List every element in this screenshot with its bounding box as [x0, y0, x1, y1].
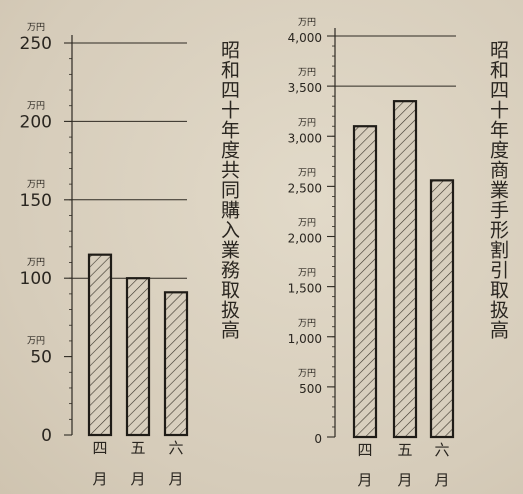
- chart1-category-label: 四: [92, 439, 107, 457]
- chart2-bar-1: [352, 125, 378, 439]
- chart2-ytick-label: 4,000: [288, 31, 322, 45]
- chart2-unit-label: 万円: [298, 67, 316, 78]
- chart2-bar-3: [429, 179, 455, 439]
- chart1-bar-1: [87, 253, 113, 437]
- chart2-unit-label: 万円: [298, 318, 316, 329]
- chart1-ytick-label: 100: [20, 269, 52, 289]
- chart2-category-label: 五: [397, 441, 412, 459]
- chart2-ytick-label: 3,000: [288, 131, 322, 145]
- chart2-unit-label: 万円: [298, 368, 316, 379]
- chart2-unit-label: 万円: [298, 268, 316, 279]
- chart2-ytick-label: 2,000: [288, 232, 322, 246]
- chart2-bar-2: [392, 100, 418, 439]
- chart1-ytick-label: 150: [20, 191, 52, 211]
- chart1-ytick-label: 200: [20, 112, 52, 132]
- chart1-unit-label: 万円: [27, 22, 45, 33]
- chart2-title: 昭和四十年度商業手形割引取扱高: [487, 40, 509, 340]
- chart2-ytick-label: 3,500: [288, 81, 322, 95]
- chart2-ytick-label: 0: [314, 432, 322, 446]
- chart2-category-label: 六: [434, 441, 449, 459]
- chart1-category-label: 月: [168, 470, 183, 488]
- chart1-ytick-label: 50: [30, 348, 52, 368]
- chart1-category-label: 月: [92, 470, 107, 488]
- chart1-unit-label: 万円: [27, 179, 45, 190]
- chart1-category-label: 六: [168, 439, 183, 457]
- chart2-unit-label: 万円: [298, 17, 316, 28]
- chart2-unit-label: 万円: [298, 167, 316, 178]
- chart2-category-label: 月: [397, 471, 412, 489]
- chart1-ytick-label: 0: [41, 426, 52, 446]
- chart1-category-label: 月: [130, 470, 145, 488]
- chart2-unit-label: 万円: [298, 218, 316, 229]
- chart1-unit-label: 万円: [27, 336, 45, 347]
- chart1-bar-3: [163, 291, 189, 437]
- chart1-ytick-label: 250: [20, 34, 52, 54]
- chart1-unit-label: 万円: [27, 100, 45, 111]
- chart2-unit-label: 万円: [298, 117, 316, 128]
- chart1-unit-label: 万円: [27, 257, 45, 268]
- chart1-bar-2: [125, 277, 151, 437]
- chart2-ytick-label: 1,500: [288, 282, 322, 296]
- chart1-title: 昭和四十年度共同購入業務取扱高: [218, 40, 240, 340]
- chart2-category-label: 月: [357, 471, 372, 489]
- chart1-category-label: 五: [130, 439, 145, 457]
- chart2-ytick-label: 500: [299, 382, 322, 396]
- chart2-ytick-label: 1,000: [288, 332, 322, 346]
- chart2-category-label: 月: [434, 471, 449, 489]
- chart2-ytick-label: 2,500: [288, 181, 322, 195]
- chart2-category-label: 四: [357, 441, 372, 459]
